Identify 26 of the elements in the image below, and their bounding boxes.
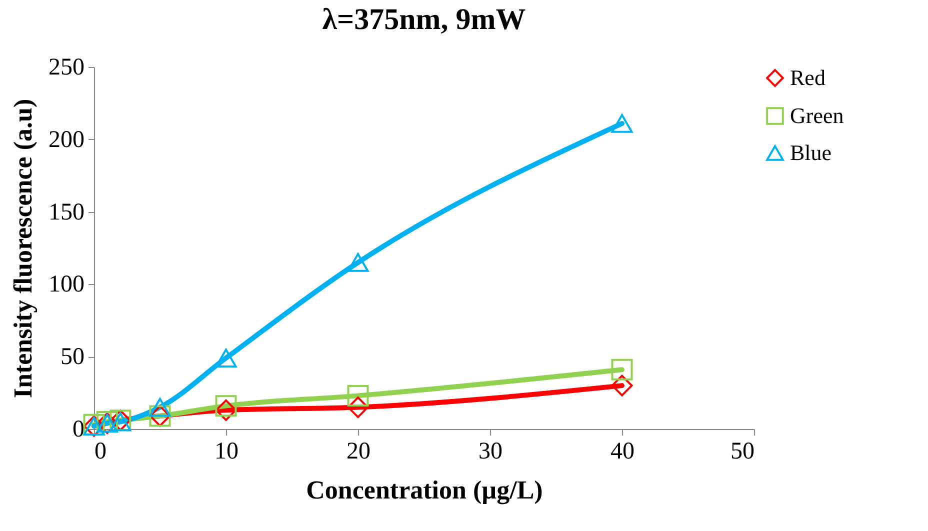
legend-label: Red bbox=[790, 65, 826, 90]
chart-title: λ=375nm, 9mW bbox=[322, 3, 526, 36]
legend-label: Green bbox=[790, 103, 844, 128]
point bbox=[611, 114, 633, 133]
x-tick-label: 0 bbox=[94, 438, 106, 464]
point bbox=[215, 395, 237, 417]
y-tick-label: 0 bbox=[72, 416, 84, 442]
point bbox=[149, 398, 171, 417]
x-tick-label: 10 bbox=[214, 438, 238, 464]
x-tick-label: 30 bbox=[478, 438, 502, 464]
x-axis-title: Concentration (µg/L) bbox=[306, 476, 543, 504]
point bbox=[347, 253, 369, 272]
point bbox=[611, 374, 633, 396]
x-tick-label: 20 bbox=[346, 438, 370, 464]
y-tick-label: 50 bbox=[60, 344, 84, 370]
point bbox=[215, 399, 237, 421]
y-tick-label: 150 bbox=[48, 199, 84, 226]
x-tick-label: 50 bbox=[730, 438, 754, 464]
point bbox=[347, 384, 369, 406]
y-tick-label: 200 bbox=[48, 126, 84, 153]
legend-label: Blue bbox=[790, 140, 832, 165]
y-axis-title: Intensity fluorescence (a.u) bbox=[8, 98, 38, 398]
point bbox=[611, 358, 633, 380]
y-tick-label: 250 bbox=[48, 54, 84, 80]
x-tick-label: 40 bbox=[610, 438, 634, 464]
y-tick-label: 100 bbox=[48, 272, 84, 298]
